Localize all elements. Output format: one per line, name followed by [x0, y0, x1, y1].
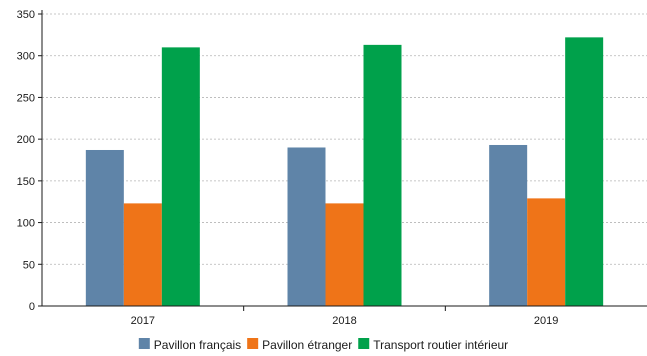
bar-pavillon-tranger-2019: [527, 198, 566, 306]
legend-item: Transport routier intérieur: [358, 338, 508, 352]
legend-label: Pavillon étranger: [262, 338, 352, 352]
legend-label: Transport routier intérieur: [373, 338, 508, 352]
legend-item: Pavillon français: [138, 338, 241, 352]
y-tick-label: 300: [17, 51, 35, 63]
bar-transport-routier-int-rieur-2018: [363, 44, 402, 307]
bar-pavillon-fran-ais-2019: [489, 144, 528, 306]
bar-pavillon-tranger-2017: [123, 203, 162, 306]
bar-transport-routier-int-rieur-2017: [161, 47, 200, 306]
bar-pavillon-fran-ais-2018: [287, 147, 326, 306]
x-axis: 2017 2018 2019: [42, 305, 647, 327]
y-axis: 0 50 100 150 200 250 300 350: [17, 9, 43, 313]
legend-label: Pavillon français: [154, 338, 241, 352]
y-tick-label: 50: [23, 259, 35, 271]
bar-pavillon-fran-ais-2017: [85, 149, 124, 306]
bar-transport-routier-int-rieur-2019: [565, 37, 604, 307]
bar-pavillon-tranger-2018: [325, 203, 364, 306]
y-tick-label: 250: [17, 92, 35, 104]
x-tick-label: 2019: [534, 315, 558, 327]
legend-swatch: [138, 338, 150, 349]
y-tick-label: 150: [17, 176, 35, 188]
x-tick-label: 2018: [332, 315, 356, 327]
legend-item: Pavillon étranger: [247, 338, 352, 352]
legend-swatch: [247, 338, 259, 349]
bars: [85, 37, 604, 307]
y-tick-label: 350: [17, 9, 35, 21]
x-tick-label: 2017: [131, 315, 155, 327]
legend-swatch: [358, 338, 370, 349]
y-tick-label: 200: [17, 134, 35, 146]
y-tick-label: 0: [29, 301, 35, 313]
y-tick-label: 100: [17, 218, 35, 230]
legend: Pavillon français Pavillon étranger Transp…: [138, 338, 508, 352]
